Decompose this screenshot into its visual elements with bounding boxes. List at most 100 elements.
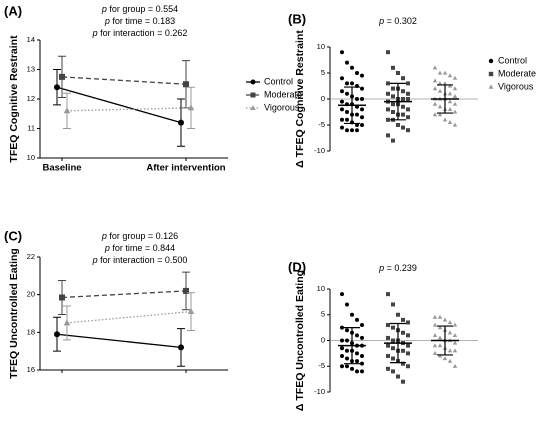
- marker: [345, 302, 349, 307]
- marker: [345, 60, 349, 65]
- marker: [350, 81, 354, 86]
- marker: [391, 356, 395, 361]
- marker: [488, 84, 494, 89]
- marker: [345, 110, 349, 114]
- series-line: [56, 86, 182, 124]
- marker: [442, 117, 448, 122]
- marker: [187, 104, 195, 111]
- y-tick-label: 0: [321, 94, 325, 103]
- legend-label: Moderate: [498, 68, 536, 78]
- marker: [401, 97, 405, 101]
- marker: [360, 335, 364, 340]
- marker: [401, 104, 405, 109]
- y-tick-label: -10: [314, 146, 325, 155]
- annotation: p = 0.302: [378, 16, 417, 26]
- marker: [340, 364, 344, 369]
- marker: [350, 65, 354, 70]
- y-tick-label: 22: [27, 252, 35, 261]
- sd-bar: [390, 322, 406, 364]
- marker: [360, 123, 364, 127]
- marker: [340, 353, 344, 358]
- marker: [396, 71, 400, 75]
- marker: [432, 314, 438, 319]
- marker: [355, 97, 359, 101]
- marker: [340, 338, 344, 343]
- marker: [386, 323, 390, 328]
- sd-bar: [437, 325, 453, 356]
- annotation: p for time = 0.183: [104, 16, 175, 26]
- marker: [406, 364, 410, 369]
- marker: [401, 76, 405, 81]
- marker: [340, 107, 344, 112]
- marker: [250, 92, 256, 98]
- y-tick-label: 0: [321, 335, 325, 344]
- marker: [432, 65, 438, 70]
- marker: [452, 348, 458, 353]
- marker: [386, 91, 390, 96]
- marker: [447, 107, 453, 111]
- marker: [442, 70, 448, 75]
- panel-label: (B): [288, 11, 306, 26]
- panel-label: (A): [4, 3, 22, 18]
- marker: [396, 374, 400, 379]
- marker: [350, 366, 354, 371]
- marker: [432, 343, 438, 348]
- marker: [447, 358, 453, 363]
- legend-label: Vigorous: [264, 102, 300, 112]
- marker: [406, 351, 410, 356]
- marker: [391, 94, 395, 99]
- marker: [406, 97, 410, 101]
- sd-bar: [344, 327, 360, 365]
- marker: [432, 350, 438, 355]
- marker: [59, 294, 65, 301]
- marker: [447, 99, 453, 104]
- marker: [406, 333, 410, 338]
- marker: [488, 58, 494, 64]
- marker: [447, 73, 453, 78]
- marker: [391, 369, 395, 374]
- marker: [345, 91, 349, 96]
- series-line: [61, 290, 187, 299]
- marker: [391, 302, 395, 307]
- marker: [386, 353, 390, 358]
- marker: [437, 325, 443, 330]
- marker: [406, 320, 410, 325]
- annotation: p for interaction = 0.500: [92, 255, 188, 265]
- marker: [401, 361, 405, 366]
- y-tick-label: 18: [27, 327, 35, 336]
- marker: [360, 97, 364, 101]
- marker: [386, 133, 390, 138]
- marker: [396, 123, 400, 127]
- marker: [401, 125, 405, 130]
- marker: [350, 312, 354, 317]
- y-tick-label: 5: [321, 68, 325, 77]
- marker: [250, 105, 256, 110]
- marker: [340, 292, 344, 297]
- marker: [452, 332, 458, 337]
- marker: [345, 356, 349, 361]
- annotation: p for time = 0.844: [104, 243, 175, 253]
- marker: [345, 81, 349, 86]
- marker: [340, 99, 344, 104]
- marker: [447, 91, 453, 96]
- marker: [340, 125, 344, 130]
- marker: [447, 83, 453, 88]
- panel-label: (C): [4, 228, 22, 243]
- marker: [360, 361, 364, 366]
- marker: [452, 86, 458, 91]
- marker: [391, 346, 395, 351]
- marker: [386, 107, 390, 112]
- marker: [437, 353, 443, 358]
- marker: [432, 78, 438, 83]
- marker: [437, 81, 443, 85]
- marker: [386, 343, 390, 348]
- marker: [59, 73, 65, 80]
- x-tick-label: Baseline: [42, 163, 81, 174]
- marker: [340, 117, 344, 122]
- marker: [437, 88, 443, 93]
- y-axis-label: Δ TFEQ Uncontrolled Eating: [294, 270, 306, 411]
- marker: [355, 112, 359, 117]
- marker: [447, 348, 453, 353]
- y-tick-label: 10: [27, 153, 35, 162]
- marker: [391, 65, 395, 70]
